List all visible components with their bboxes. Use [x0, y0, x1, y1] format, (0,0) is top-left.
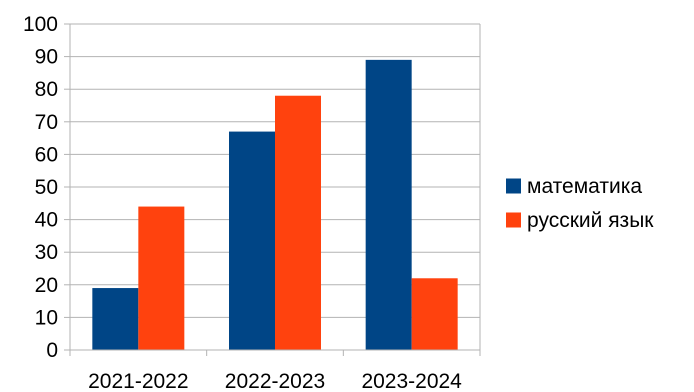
bar-russian-2022-2023	[275, 96, 321, 350]
bar-math-2022-2023	[229, 132, 275, 350]
bar-russian-2021-2022	[138, 207, 184, 350]
y-tick-label: 80	[35, 78, 58, 101]
bar-math-2023-2024	[366, 60, 412, 350]
y-tick-label: 70	[35, 111, 58, 134]
bar-russian-2023-2024	[412, 278, 458, 350]
y-tick-label: 30	[35, 241, 58, 264]
y-tick-label: 20	[35, 274, 58, 297]
y-tick-label: 40	[35, 209, 58, 232]
legend-swatch	[506, 179, 521, 194]
y-tick-label: 0	[46, 339, 58, 362]
legend-swatch	[506, 213, 521, 228]
x-tick-label: 2023-2024	[361, 370, 462, 392]
y-tick-label: 60	[35, 143, 58, 166]
x-tick-label: 2022-2023	[225, 370, 325, 392]
legend-label: математика	[527, 175, 642, 198]
y-tick-label: 50	[35, 176, 58, 199]
legend: математика русский язык	[506, 175, 654, 232]
bars	[92, 60, 457, 350]
bar-math-2021-2022	[92, 288, 138, 350]
y-tick-labels: 0 10 20 30 40 50 60 70 80 90 100	[23, 13, 58, 362]
y-tick-label: 100	[23, 13, 58, 36]
y-tick-label: 10	[35, 306, 58, 329]
x-tick-labels: 2021-2022 2022-2023 2023-2024	[88, 370, 462, 392]
x-tick-label: 2021-2022	[88, 370, 188, 392]
y-tick-label: 90	[35, 46, 58, 69]
legend-label: русский язык	[527, 209, 654, 232]
